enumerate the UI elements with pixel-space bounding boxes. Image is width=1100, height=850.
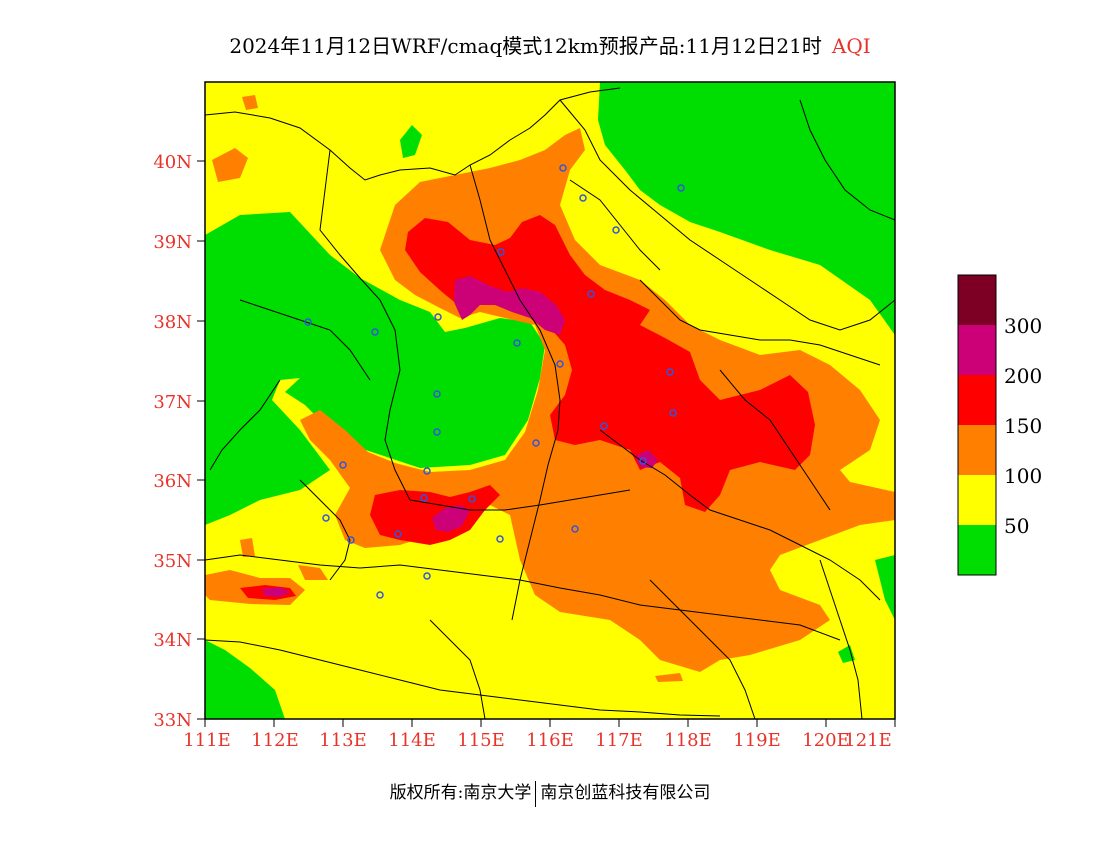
aqi-band-green-west: [205, 212, 545, 525]
lon-tick-label: 112E: [251, 730, 299, 751]
aqi-band-orange-west-blob: [212, 148, 248, 182]
city-marker: [612, 226, 620, 234]
lon-tick-label: 115E: [457, 730, 505, 751]
lon-tick-label: 113E: [319, 730, 367, 751]
legend-label: 150: [1004, 414, 1042, 438]
lat-tick-label: 40N: [153, 152, 192, 173]
city-marker: [587, 290, 595, 298]
aqi-band-purple-1: [454, 276, 565, 335]
aqi-band-purple-4: [262, 587, 290, 597]
city-marker: [376, 591, 384, 599]
lon-tick-label: 114E: [388, 730, 436, 751]
lon-tick-label: 119E: [733, 730, 781, 751]
aqi-band-orange-small-3: [298, 565, 328, 580]
city-marker: [394, 530, 402, 538]
lat-tick-label: 34N: [153, 630, 192, 651]
city-marker: [559, 164, 567, 172]
legend-swatch-yellow: [958, 475, 996, 525]
city-marker: [666, 368, 674, 376]
aqi-band-purple-2: [432, 505, 470, 532]
city-marker: [496, 535, 504, 543]
lat-tick-label: 39N: [153, 232, 192, 253]
aqi-band-orange-small-1: [242, 95, 258, 110]
footer-divider: [535, 780, 537, 807]
city-marker: [532, 439, 540, 447]
aqi-band-green-northeast: [598, 82, 895, 335]
map-title-aqi-tag: AQI: [831, 34, 871, 58]
legend-label: 100: [1004, 464, 1042, 488]
city-marker: [571, 525, 579, 533]
city-marker: [468, 495, 476, 503]
legend-swatch-green: [958, 525, 996, 575]
legend-swatch-purple: [958, 325, 996, 375]
city-marker: [434, 313, 442, 321]
aqi-legend: 300 200 150 100 50: [957, 274, 1042, 576]
aqi-band-red-southwest: [370, 485, 500, 545]
lat-axis: [197, 160, 205, 720]
map-title: 2024年11月12日WRF/cmaq模式12km预报产品:11月12日21时 A…: [0, 30, 1100, 59]
aqi-band-green-east-blob: [838, 645, 855, 663]
lon-axis: [204, 719, 896, 727]
lat-tick-label: 36N: [153, 471, 192, 492]
city-marker: [423, 467, 431, 475]
aqi-band-green-southwest: [205, 640, 285, 719]
legend-swatch-orange: [958, 425, 996, 475]
legend-label: 50: [1004, 514, 1029, 538]
aqi-band-red-north-central: [405, 215, 815, 512]
lon-tick-label: 111E: [183, 730, 231, 751]
city-marker: [677, 184, 685, 192]
copyright-footer: 版权所有:南京大学 南京创蓝科技有限公司: [0, 778, 1100, 807]
legend-label: 200: [1004, 364, 1042, 388]
city-marker: [423, 572, 431, 580]
city-marker: [322, 514, 330, 522]
lon-tick-label: 116E: [526, 730, 574, 751]
aqi-band-orange-small-4: [655, 673, 683, 682]
lon-tick-label: 118E: [664, 730, 712, 751]
city-marker: [600, 422, 608, 430]
city-marker: [513, 339, 521, 347]
lat-tick-label: 33N: [153, 710, 192, 731]
lon-tick-label: 117E: [595, 730, 643, 751]
city-marker: [433, 390, 441, 398]
city-marker: [669, 409, 677, 417]
admin-boundaries: [205, 87, 895, 719]
city-marker: [304, 318, 312, 326]
copyright-company: 南京创蓝科技有限公司: [540, 783, 711, 803]
lon-tick-label: 121E: [844, 730, 892, 751]
lat-tick-label: 38N: [153, 312, 192, 333]
legend-frame: [957, 274, 997, 576]
city-station-markers: [304, 164, 685, 599]
legend-swatch-red: [958, 375, 996, 425]
lat-tick-label: 35N: [153, 551, 192, 572]
aqi-band-green-north-blob: [400, 125, 422, 158]
aqi-band-green-southeast-blob: [875, 555, 895, 620]
city-marker: [433, 428, 441, 436]
city-marker: [371, 328, 379, 336]
city-marker: [639, 457, 647, 465]
city-marker: [556, 360, 564, 368]
aqi-band-orange-small-2: [240, 538, 255, 557]
city-marker: [420, 494, 428, 502]
copyright-owner: 版权所有:南京大学: [389, 783, 532, 803]
legend-label: 300: [1004, 314, 1042, 338]
legend-swatch-maroon: [958, 275, 996, 325]
city-marker: [339, 461, 347, 469]
lat-tick-label: 37N: [153, 392, 192, 413]
aqi-field: [205, 82, 895, 719]
city-marker: [347, 536, 355, 544]
city-marker: [579, 194, 587, 202]
city-marker: [497, 248, 505, 256]
lon-tick-label: 120E: [802, 730, 850, 751]
map-title-main: 2024年11月12日WRF/cmaq模式12km预报产品:11月12日21时: [229, 34, 822, 58]
